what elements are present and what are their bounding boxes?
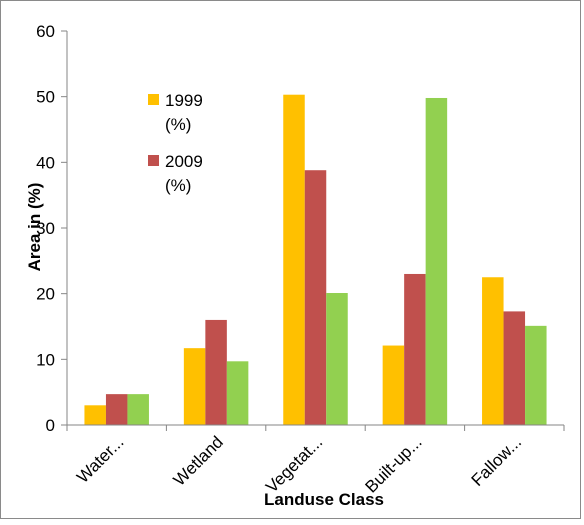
y-tick-label: 40 (36, 153, 55, 172)
bar-2-2 (205, 319, 227, 425)
bar-3-2 (226, 361, 249, 425)
legend-label-2: 2009 (%) (165, 152, 203, 195)
y-axis-title: Area in (%) (25, 183, 44, 272)
bar-1-1 (84, 405, 106, 425)
y-tick-label: 60 (36, 22, 55, 41)
x-tick-label: Water... (73, 432, 127, 486)
bar-3-4 (425, 97, 448, 425)
bar-1-3 (283, 94, 305, 426)
x-axis-title: Landuse Class (264, 490, 384, 509)
y-tick-label: 50 (36, 88, 55, 107)
bar-2-4 (404, 273, 426, 425)
y-tick-label: 20 (36, 285, 55, 304)
bar-2-5 (503, 311, 526, 425)
y-tick-label: 10 (36, 350, 55, 369)
bar-3-5 (525, 325, 547, 425)
bar-3-3 (326, 293, 348, 425)
bar-2-3 (304, 170, 327, 425)
bar-1-4 (382, 345, 405, 425)
bar-1-5 (482, 277, 504, 425)
bar-3-1 (127, 394, 149, 425)
y-tick-label: 30 (36, 219, 55, 238)
bars-group (84, 94, 547, 426)
x-tick-label: Vegetat... (262, 432, 326, 496)
x-tick-label: Wetland (170, 432, 227, 489)
x-ticks-group: Water... Wetland Vegetat... Built-up... Fall… (66, 425, 565, 497)
legend-swatch-2 (148, 155, 159, 166)
bar-1-2 (183, 348, 206, 425)
legend-swatch-1 (148, 94, 159, 105)
y-tick-label: 0 (46, 416, 55, 435)
y-ticks-group: 0 10 20 30 40 50 60 (36, 22, 67, 435)
x-tick-label: Built-up... (362, 432, 426, 496)
legend: 1999 (%) 2009 (%) (148, 91, 203, 195)
x-tick-label: Fallow... (468, 432, 526, 490)
legend-label-1: 1999 (%) (165, 91, 203, 134)
bar-2-1 (105, 394, 128, 425)
